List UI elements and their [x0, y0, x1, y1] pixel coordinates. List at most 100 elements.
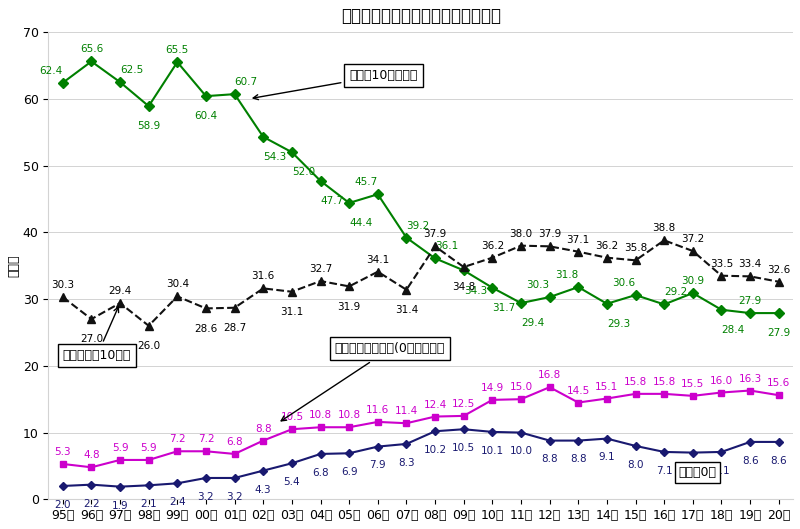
Text: 7.2: 7.2	[169, 434, 186, 444]
Text: 10.5: 10.5	[452, 443, 475, 453]
Text: 45.7: 45.7	[354, 177, 378, 187]
Text: 60.4: 60.4	[194, 112, 218, 122]
Text: 仕送り0円: 仕送り0円	[678, 466, 717, 479]
Text: 31.8: 31.8	[555, 270, 578, 280]
Text: 65.5: 65.5	[166, 45, 189, 55]
Text: 7.9: 7.9	[370, 460, 386, 470]
Text: 6.9: 6.9	[341, 467, 358, 477]
Text: 36.1: 36.1	[435, 241, 458, 251]
Text: 16.3: 16.3	[738, 373, 762, 384]
Text: 8.6: 8.6	[742, 456, 758, 466]
Text: 10.1: 10.1	[481, 446, 504, 456]
Text: 7.0: 7.0	[685, 467, 701, 477]
Text: 8.3: 8.3	[398, 458, 414, 468]
Text: 8.0: 8.0	[627, 460, 644, 470]
Text: 5.3: 5.3	[54, 447, 71, 457]
Text: 32.6: 32.6	[767, 265, 790, 275]
Text: 29.4: 29.4	[521, 318, 544, 329]
Text: 38.8: 38.8	[653, 223, 676, 233]
Text: 6.8: 6.8	[312, 468, 329, 478]
Text: 2.2: 2.2	[83, 498, 100, 508]
Text: 29.3: 29.3	[607, 319, 630, 329]
Text: 29.2: 29.2	[664, 287, 687, 297]
Text: 11.6: 11.6	[366, 405, 390, 415]
Text: 60.7: 60.7	[234, 77, 258, 87]
Text: 52.0: 52.0	[292, 168, 315, 178]
Text: 10.8: 10.8	[309, 411, 332, 421]
Text: 6.8: 6.8	[226, 437, 243, 447]
Text: 3.2: 3.2	[198, 492, 214, 502]
Text: 2.4: 2.4	[169, 497, 186, 507]
Text: 5.9: 5.9	[112, 443, 128, 453]
Text: 4.3: 4.3	[255, 485, 271, 495]
Text: 31.9: 31.9	[338, 302, 361, 312]
Text: 9.1: 9.1	[598, 452, 615, 462]
Text: 27.9: 27.9	[738, 296, 762, 306]
Text: 仕送り５万円未満(0円含まず）: 仕送り５万円未満(0円含まず）	[281, 342, 446, 421]
Text: 15.8: 15.8	[653, 377, 676, 387]
Text: 7.1: 7.1	[656, 466, 673, 476]
Text: 44.4: 44.4	[349, 218, 373, 228]
Text: 28.7: 28.7	[223, 323, 246, 333]
Text: 8.8: 8.8	[255, 424, 271, 434]
Text: 8.8: 8.8	[542, 454, 558, 464]
Text: 62.5: 62.5	[120, 65, 143, 75]
Text: 7.1: 7.1	[713, 466, 730, 476]
Text: 33.4: 33.4	[738, 259, 762, 269]
Text: 3.2: 3.2	[226, 492, 243, 502]
Text: 37.1: 37.1	[566, 235, 590, 245]
Text: 62.4: 62.4	[39, 66, 62, 76]
Text: 15.8: 15.8	[624, 377, 647, 387]
Text: 37.9: 37.9	[538, 230, 562, 240]
Text: 10.8: 10.8	[338, 411, 361, 421]
Text: 35.8: 35.8	[624, 243, 647, 253]
Text: 8.8: 8.8	[570, 454, 586, 464]
Text: 5.9: 5.9	[140, 443, 157, 453]
Text: 30.3: 30.3	[526, 280, 550, 290]
Text: 7.2: 7.2	[198, 434, 214, 444]
Text: 12.5: 12.5	[452, 399, 475, 409]
Text: 1.9: 1.9	[112, 500, 128, 510]
Text: 10.5: 10.5	[280, 412, 303, 422]
Text: 15.5: 15.5	[681, 379, 705, 389]
Text: 11.4: 11.4	[395, 406, 418, 416]
Text: 10.0: 10.0	[510, 446, 533, 457]
Text: 54.3: 54.3	[263, 152, 286, 162]
Text: 15.1: 15.1	[595, 381, 618, 391]
Text: 8.6: 8.6	[770, 456, 787, 466]
Text: 16.0: 16.0	[710, 376, 733, 386]
Text: 36.2: 36.2	[481, 241, 504, 251]
Text: 58.9: 58.9	[137, 122, 160, 131]
Text: 仕送り10万円以上: 仕送り10万円以上	[253, 69, 418, 99]
Text: 2.0: 2.0	[54, 500, 71, 510]
Text: 16.8: 16.8	[538, 370, 562, 380]
Text: 28.6: 28.6	[194, 324, 218, 334]
Text: 31.1: 31.1	[280, 307, 303, 317]
Text: 38.0: 38.0	[510, 229, 533, 239]
Text: 5.4: 5.4	[283, 477, 300, 487]
Text: 28.4: 28.4	[722, 325, 745, 335]
Text: 32.7: 32.7	[309, 264, 332, 274]
Text: 29.4: 29.4	[109, 286, 132, 296]
Text: 14.9: 14.9	[481, 383, 504, 393]
Text: 31.6: 31.6	[252, 271, 275, 281]
Text: 15.0: 15.0	[510, 382, 533, 393]
Text: 26.0: 26.0	[137, 341, 160, 351]
Text: 31.7: 31.7	[492, 303, 515, 313]
Text: 34.8: 34.8	[452, 282, 475, 293]
Text: 31.4: 31.4	[395, 305, 418, 315]
Text: 39.2: 39.2	[406, 221, 430, 231]
Text: 27.0: 27.0	[80, 334, 103, 344]
Text: 2.1: 2.1	[140, 499, 157, 509]
Title: 》図表３》下宿生の仕送り金額分布: 》図表３》下宿生の仕送り金額分布	[341, 7, 501, 25]
Text: 34.1: 34.1	[366, 255, 390, 264]
Text: 30.4: 30.4	[166, 279, 189, 289]
Text: 36.2: 36.2	[595, 241, 618, 251]
Text: 37.9: 37.9	[423, 230, 446, 240]
Text: 33.5: 33.5	[710, 259, 733, 269]
Y-axis label: （％）: （％）	[7, 254, 20, 277]
Text: 30.6: 30.6	[613, 278, 635, 288]
Text: 65.6: 65.6	[80, 44, 103, 54]
Text: 12.4: 12.4	[423, 399, 446, 409]
Text: 4.8: 4.8	[83, 450, 100, 460]
